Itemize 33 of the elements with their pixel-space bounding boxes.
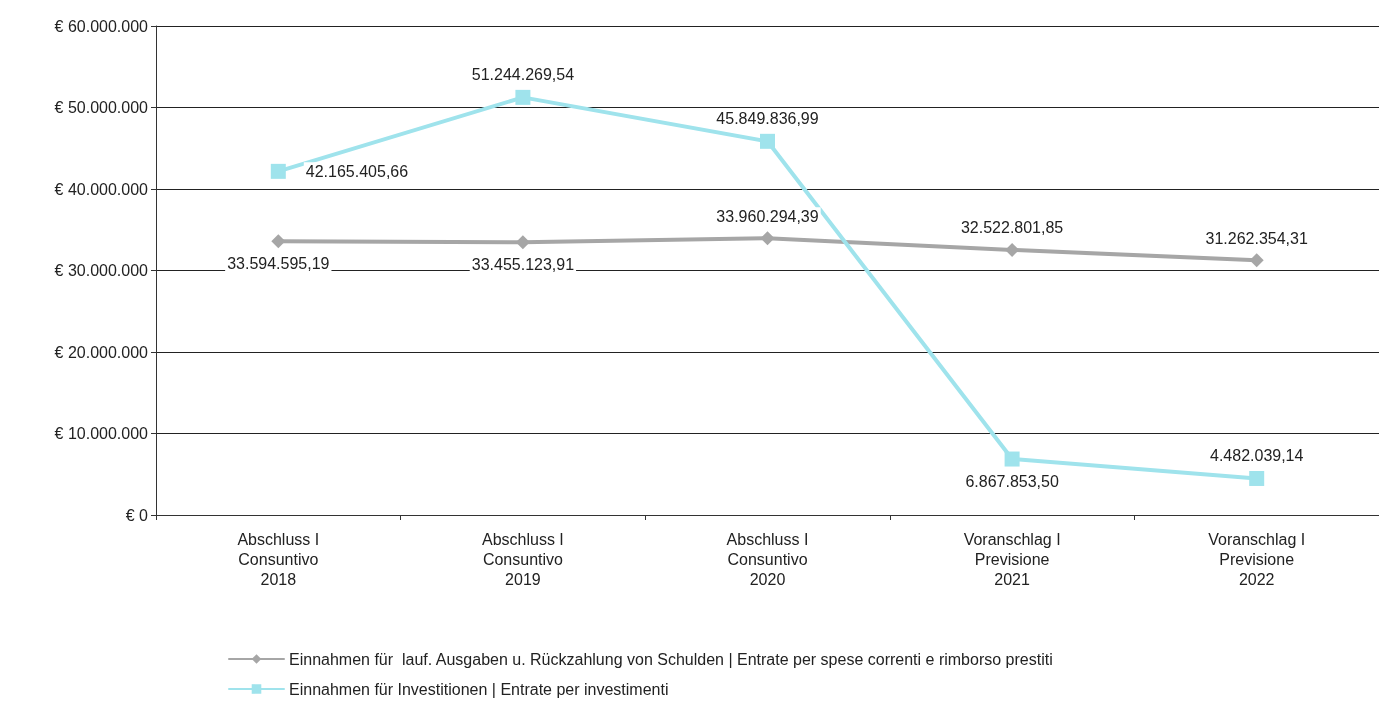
data-label: 4.482.039,14	[1209, 447, 1304, 465]
data-label: 6.867.853,50	[965, 473, 1059, 491]
point	[270, 163, 286, 179]
legend-label: Einnahmen für Investitionen | Entrate per investimenti	[289, 680, 669, 698]
point	[515, 235, 530, 250]
x-tick-label: Voranschlag I Previsione 2021	[963, 530, 1061, 588]
point	[515, 89, 531, 105]
data-label: 51.244.269,54	[471, 66, 575, 84]
data-label: 33.594.595,19	[227, 254, 330, 272]
data-label: 31.262.354,31	[1205, 229, 1308, 247]
y-tick-label: € 50.000.000	[54, 99, 149, 116]
point	[271, 234, 286, 249]
x-tick-label: Abschluss I Consuntivo 2018	[237, 530, 320, 588]
y-tick-label: € 10.000.000	[54, 425, 149, 442]
point	[1249, 470, 1265, 486]
data-label: 33.960.294,39	[716, 207, 819, 225]
data-label: 42.165.405,66	[305, 162, 409, 180]
y-tick-label: € 60.000.000	[54, 17, 149, 35]
point	[1004, 451, 1020, 467]
x-tick-label: Abschluss I Consuntivo 2019	[481, 530, 564, 588]
point	[1249, 253, 1264, 268]
y-tick-label: € 30.000.000	[54, 262, 149, 279]
y-tick-label: € 40.000.000	[54, 180, 149, 198]
y-tick-label: € 0	[125, 506, 149, 524]
x-tick-label: Abschluss I Consuntivo 2020	[726, 530, 809, 588]
legend-label: Einnahmen für lauf. Ausgaben u. Rückzahlung von Schulden | Entrate per spese correnti e rimborso prestiti	[289, 650, 1053, 668]
data-label: 33.455.123,91	[471, 255, 575, 273]
data-label: 32.522.801,85	[960, 219, 1064, 237]
data-label: 45.849.836,99	[716, 110, 819, 128]
point	[760, 133, 775, 149]
x-tick-label: Voranschlag I Previsione 2022	[1208, 530, 1306, 588]
point	[760, 231, 775, 246]
y-tick-label: € 20.000.000	[54, 343, 149, 361]
